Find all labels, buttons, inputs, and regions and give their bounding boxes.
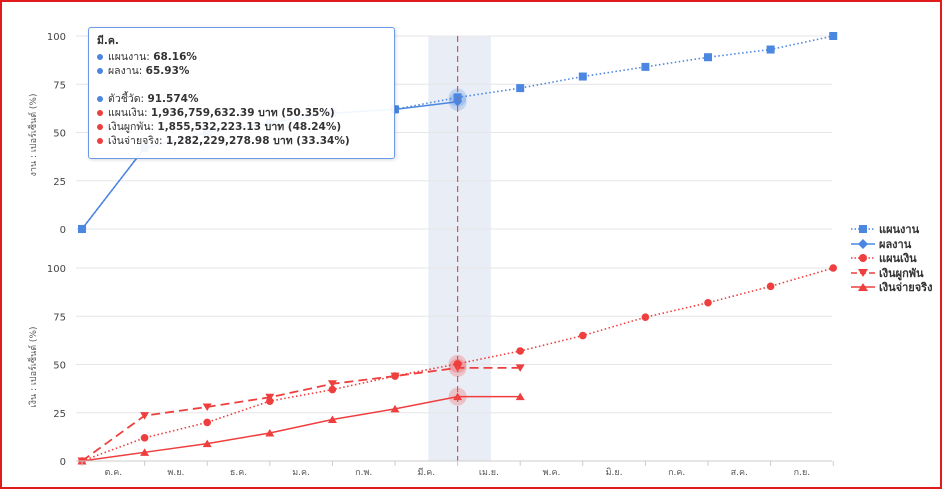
triangle-up-marker-icon — [851, 283, 875, 292]
tooltip-value: 1,282,229,278.98 บาท (33.34%) — [165, 135, 350, 147]
data-point — [140, 412, 150, 420]
legend-item-committed-money[interactable]: เงินผูกพัน — [850, 266, 932, 281]
x-tick-label: ต.ค. — [105, 468, 123, 478]
data-point — [265, 393, 275, 402]
series-line — [81, 366, 521, 462]
triangle-down-marker-icon — [851, 268, 875, 277]
tooltip-dot — [97, 110, 103, 116]
legend: แผนงาน ผลงาน แผนเงิน เงินผูกพัน เงินจ่าย… — [850, 222, 932, 295]
y-tick-label: 25 — [53, 177, 66, 188]
x-tick-label: ก.ย. — [794, 468, 810, 478]
tooltip-value: 65.93% — [145, 65, 190, 77]
x-tick-label: ก.พ. — [355, 468, 372, 478]
series-line — [81, 395, 521, 462]
data-point — [327, 415, 337, 424]
data-point — [516, 347, 524, 355]
tooltip-label: เงินจ่ายจริง: — [108, 135, 166, 147]
tooltip-row: ตัวชี้วัด: 91.574% — [97, 90, 198, 107]
data-point — [328, 385, 337, 394]
y-tick-label: 75 — [53, 312, 66, 323]
data-point — [641, 62, 650, 71]
legend-label: เงินผูกพัน — [879, 266, 924, 280]
data-point — [140, 448, 150, 456]
tooltip-row: แผนงาน: 68.16% — [97, 48, 197, 65]
tooltip-label: ตัวชี้วัด: — [108, 93, 148, 105]
circle-marker-icon — [851, 254, 875, 263]
y-tick-label: 100 — [47, 32, 66, 43]
square-marker-icon — [851, 225, 875, 234]
data-point — [766, 45, 775, 54]
data-point — [203, 418, 211, 427]
x-tick-label: มิ.ย. — [606, 467, 623, 478]
tooltip-dot — [97, 68, 103, 74]
data-point — [829, 32, 838, 40]
tooltip-value: 1,936,759,632.39 บาท (50.35%) — [150, 107, 335, 119]
tooltip-row: เงินจ่ายจริง: 1,282,229,278.98 บาท (33.3… — [97, 132, 350, 149]
legend-label: แผนงาน — [879, 223, 920, 237]
diamond-marker-icon — [851, 238, 875, 249]
y-tick-label: 50 — [53, 361, 66, 372]
data-point — [77, 224, 87, 234]
legend-item-plan-work[interactable]: แผนงาน — [850, 222, 932, 237]
y-tick-label: 75 — [53, 80, 66, 91]
y-tick-label: 0 — [60, 457, 66, 468]
tooltip-label: แผนงาน: — [108, 51, 154, 63]
data-point — [641, 313, 650, 322]
tooltip-dot — [97, 124, 103, 130]
tooltip-dot — [97, 96, 103, 102]
tooltip-row: แผนเงิน: 1,936,759,632.39 บาท (50.35%) — [97, 104, 335, 121]
y-axis-label: งาน : เปอร์เซ็นต์ (%) — [26, 94, 39, 177]
x-tick-label: ส.ค. — [731, 468, 748, 478]
legend-label: เงินจ่ายจริง — [879, 281, 933, 295]
y-tick-label: 0 — [60, 225, 66, 236]
tooltip-row: ผลงาน: 65.93% — [97, 62, 189, 79]
y-axis-label: เงิน : เปอร์เซ็นต์ (%) — [26, 326, 39, 407]
data-point — [579, 331, 587, 340]
data-point — [515, 364, 525, 372]
data-point — [265, 429, 275, 437]
data-point — [766, 282, 775, 291]
tooltip-title: มี.ค. — [97, 35, 119, 47]
x-tick-label: พ.ย. — [167, 468, 184, 478]
x-tick-label: ก.ค. — [668, 468, 685, 478]
x-tick-label: ธ.ค. — [230, 468, 247, 478]
tooltip-label: ผลงาน: — [108, 65, 146, 77]
tooltip: มี.ค. แผนงาน: 68.16% ผลงาน: 65.93% ตัวชี… — [88, 27, 395, 159]
x-tick-label: ม.ค. — [292, 468, 310, 478]
x-tick-label: พ.ค. — [543, 468, 561, 478]
data-point — [390, 404, 400, 413]
data-point — [704, 53, 712, 62]
data-point — [327, 380, 337, 388]
tooltip-label: แผนเงิน: — [108, 107, 151, 119]
legend-item-actual-work[interactable]: ผลงาน — [850, 237, 932, 252]
data-point — [704, 298, 712, 307]
legend-label: ผลงาน — [879, 237, 912, 251]
data-point — [202, 403, 212, 411]
data-point — [140, 434, 149, 442]
highlight-band — [428, 36, 491, 461]
data-point — [829, 264, 837, 272]
y-tick-label: 100 — [47, 264, 66, 275]
data-point — [202, 439, 212, 448]
data-point — [578, 72, 587, 81]
x-tick-label: เม.ย. — [479, 468, 499, 478]
legend-item-plan-money[interactable]: แผนเงิน — [850, 251, 932, 266]
data-point — [515, 392, 525, 401]
tooltip-value: 1,855,532,223.13 บาท (48.24%) — [157, 121, 342, 133]
data-point — [516, 84, 525, 93]
tooltip-label: เงินผูกพัน: — [108, 121, 158, 133]
y-tick-label: 25 — [53, 409, 66, 420]
x-tick-label: มี.ค. — [417, 467, 435, 478]
data-point — [390, 372, 400, 381]
legend-label: แผนเงิน — [879, 252, 917, 266]
tooltip-dot — [97, 54, 103, 60]
tooltip-dot — [97, 138, 103, 144]
tooltip-row: เงินผูกพัน: 1,855,532,223.13 บาท (48.24%… — [97, 118, 341, 135]
legend-item-paid-money[interactable]: เงินจ่ายจริง — [850, 280, 932, 295]
tooltip-value: 91.574% — [147, 93, 199, 105]
tooltip-value: 68.16% — [153, 51, 197, 63]
y-tick-label: 50 — [53, 129, 66, 140]
